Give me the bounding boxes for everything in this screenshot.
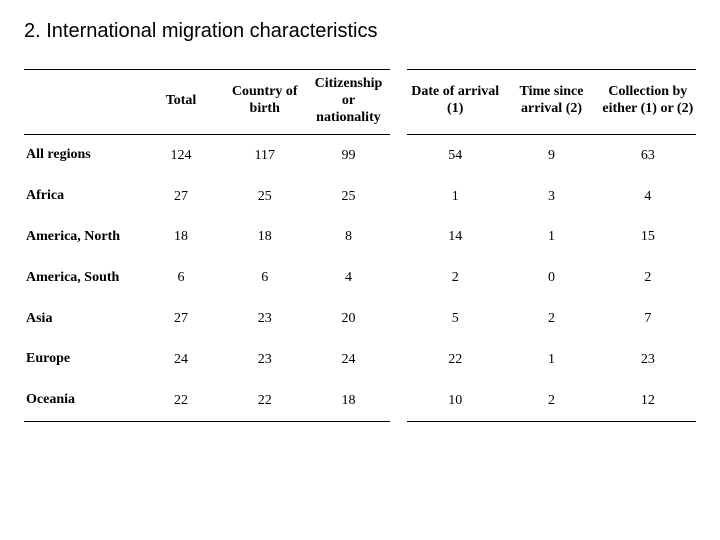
- cell: 7: [600, 299, 696, 340]
- cell: 5: [407, 299, 503, 340]
- cell: 124: [139, 135, 223, 176]
- cell: 8: [307, 217, 391, 258]
- row-label: Europe: [24, 339, 139, 380]
- cell: 1: [407, 176, 503, 217]
- cell: 10: [407, 380, 503, 421]
- cell: 3: [503, 176, 599, 217]
- column-gap: [390, 380, 407, 421]
- cell: 0: [503, 258, 599, 299]
- table-row: Africa 27 25 25 1 3 4: [24, 176, 696, 217]
- column-gap: [390, 135, 407, 176]
- col-header-citizenship: Citizenship or nationality: [307, 70, 391, 135]
- cell: 18: [139, 217, 223, 258]
- cell: 25: [307, 176, 391, 217]
- row-label: Africa: [24, 176, 139, 217]
- row-label: America, North: [24, 217, 139, 258]
- column-gap: [390, 299, 407, 340]
- cell: 9: [503, 135, 599, 176]
- cell: 22: [407, 339, 503, 380]
- cell: 18: [223, 217, 307, 258]
- cell: 6: [223, 258, 307, 299]
- cell: 27: [139, 299, 223, 340]
- col-header-date-of-arrival: Date of arrival (1): [407, 70, 503, 135]
- cell: 27: [139, 176, 223, 217]
- cell: 22: [223, 380, 307, 421]
- cell: 20: [307, 299, 391, 340]
- col-header-country-of-birth: Country of birth: [223, 70, 307, 135]
- column-gap: [390, 70, 407, 135]
- cell: 2: [503, 299, 599, 340]
- col-header-empty: [24, 70, 139, 135]
- cell: 4: [307, 258, 391, 299]
- cell: 99: [307, 135, 391, 176]
- table-row: Europe 24 23 24 22 1 23: [24, 339, 696, 380]
- table-header-row: Total Country of birth Citizenship or na…: [24, 70, 696, 135]
- cell: 14: [407, 217, 503, 258]
- cell: 24: [307, 339, 391, 380]
- col-header-collection: Collection by either (1) or (2): [600, 70, 696, 135]
- column-gap: [390, 176, 407, 217]
- page: 2. International migration characteristi…: [0, 0, 720, 422]
- cell: 2: [503, 380, 599, 421]
- cell: 1: [503, 217, 599, 258]
- page-title: 2. International migration characteristi…: [24, 20, 696, 43]
- table-body: All regions 124 117 99 54 9 63 Africa 27…: [24, 135, 696, 422]
- row-label: Asia: [24, 299, 139, 340]
- column-gap: [390, 258, 407, 299]
- cell: 22: [139, 380, 223, 421]
- column-gap: [390, 217, 407, 258]
- cell: 25: [223, 176, 307, 217]
- cell: 6: [139, 258, 223, 299]
- cell: 18: [307, 380, 391, 421]
- cell: 2: [407, 258, 503, 299]
- cell: 54: [407, 135, 503, 176]
- col-header-total: Total: [139, 70, 223, 135]
- cell: 1: [503, 339, 599, 380]
- table-row: All regions 124 117 99 54 9 63: [24, 135, 696, 176]
- table-row: America, South 6 6 4 2 0 2: [24, 258, 696, 299]
- cell: 117: [223, 135, 307, 176]
- cell: 15: [600, 217, 696, 258]
- cell: 4: [600, 176, 696, 217]
- col-header-time-since-arrival: Time since arrival (2): [503, 70, 599, 135]
- cell: 23: [223, 299, 307, 340]
- column-gap: [390, 339, 407, 380]
- cell: 63: [600, 135, 696, 176]
- cell: 12: [600, 380, 696, 421]
- cell: 23: [223, 339, 307, 380]
- cell: 24: [139, 339, 223, 380]
- cell: 2: [600, 258, 696, 299]
- row-label: Oceania: [24, 380, 139, 421]
- migration-table: Total Country of birth Citizenship or na…: [24, 69, 696, 422]
- table-row: America, North 18 18 8 14 1 15: [24, 217, 696, 258]
- table-row: Oceania 22 22 18 10 2 12: [24, 380, 696, 421]
- row-label: All regions: [24, 135, 139, 176]
- row-label: America, South: [24, 258, 139, 299]
- table-row: Asia 27 23 20 5 2 7: [24, 299, 696, 340]
- cell: 23: [600, 339, 696, 380]
